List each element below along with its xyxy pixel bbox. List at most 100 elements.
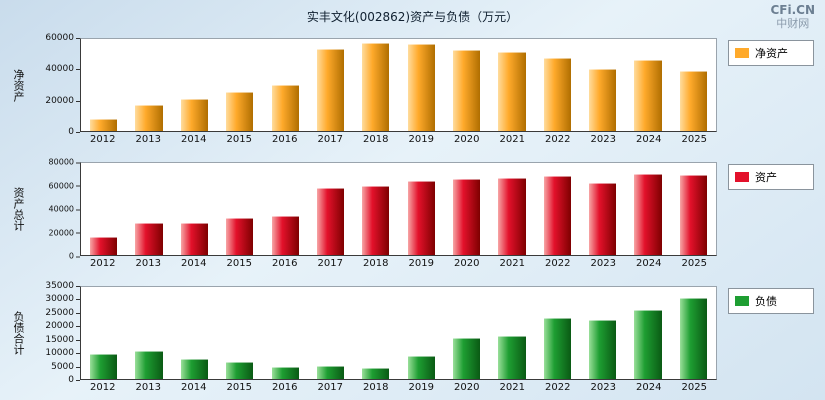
bar-slot bbox=[172, 287, 217, 379]
x-tick-label: 2024 bbox=[636, 382, 662, 393]
plot-area bbox=[80, 286, 717, 380]
bar-2023 bbox=[589, 183, 617, 255]
x-tick-label: 2022 bbox=[545, 134, 571, 145]
legend-column: 负债 bbox=[717, 286, 825, 314]
x-tick-label: 2023 bbox=[590, 258, 616, 269]
x-tick-label: 2025 bbox=[681, 258, 707, 269]
bar-slot bbox=[625, 287, 670, 379]
bar-slot bbox=[308, 287, 353, 379]
x-axis-labels: 2012 2013 2014 2015 2016 2017 2018 2019 2020 2021… bbox=[80, 256, 717, 272]
bar-2020 bbox=[452, 49, 481, 131]
x-tick-label: 2021 bbox=[499, 134, 525, 145]
bar-slot bbox=[625, 39, 670, 131]
x-tick-label: 2020 bbox=[454, 258, 480, 269]
bar-slot bbox=[81, 287, 126, 379]
bar-2017 bbox=[316, 187, 345, 255]
x-tick-label: 2016 bbox=[272, 382, 298, 393]
x-tick-label: 2014 bbox=[181, 382, 207, 393]
bar-2020 bbox=[452, 338, 481, 379]
bar-2024 bbox=[634, 60, 662, 131]
legend-column: 资产 bbox=[717, 162, 825, 190]
bar-2019 bbox=[407, 181, 435, 255]
bar-slot bbox=[535, 39, 580, 131]
x-tick-label: 2024 bbox=[636, 258, 662, 269]
x-tick-label: 2018 bbox=[363, 134, 389, 145]
bar-2015 bbox=[226, 218, 254, 255]
bar-slot bbox=[353, 287, 398, 379]
x-tick-label: 2015 bbox=[226, 258, 252, 269]
bar-2014 bbox=[180, 358, 208, 379]
y-tick-label: 20000 bbox=[48, 228, 81, 237]
bar-2013 bbox=[135, 351, 163, 379]
bar-slot bbox=[126, 287, 171, 379]
bar-slot bbox=[580, 163, 625, 255]
x-tick-label: 2013 bbox=[135, 258, 161, 269]
bar-slot bbox=[217, 287, 262, 379]
x-tick-label: 2021 bbox=[499, 258, 525, 269]
plot-wrap: 2012 2013 2014 2015 2016 2017 2018 2019 2020 2021… bbox=[80, 38, 717, 148]
bar-slot bbox=[308, 39, 353, 131]
x-tick-label: 2015 bbox=[226, 382, 252, 393]
y-tick-label: 40000 bbox=[48, 204, 81, 214]
x-tick-label: 2024 bbox=[636, 134, 662, 145]
bar-slot bbox=[580, 287, 625, 379]
bar-slot bbox=[489, 39, 534, 131]
y-tick-label: 25000 bbox=[45, 307, 80, 318]
legend: 负债 bbox=[728, 288, 814, 314]
x-tick-label: 2019 bbox=[408, 382, 434, 393]
x-tick-label: 2012 bbox=[90, 134, 116, 145]
x-tick-label: 2020 bbox=[454, 134, 480, 145]
chart-net-assets: 净资产 0 20000 40000 60000 2012 2013 2014 2015 201… bbox=[0, 33, 825, 158]
x-tick-label: 2017 bbox=[317, 258, 343, 269]
bar-slot bbox=[217, 163, 262, 255]
bar-2025 bbox=[679, 175, 707, 255]
bar-2023 bbox=[589, 320, 617, 379]
bar-2023 bbox=[589, 68, 617, 131]
watermark: CFi.CN 中财网 bbox=[770, 3, 815, 30]
bar-2013 bbox=[135, 104, 163, 131]
bar-slot bbox=[444, 39, 489, 131]
bar-slot bbox=[444, 163, 489, 255]
x-tick-label: 2012 bbox=[90, 382, 116, 393]
y-tick-label: 20000 bbox=[45, 321, 80, 332]
bar-2022 bbox=[543, 318, 571, 379]
x-tick-label: 2015 bbox=[226, 134, 252, 145]
y-tick-label: 0 bbox=[68, 375, 80, 385]
bar-slot bbox=[262, 163, 307, 255]
y-tick-label: 40000 bbox=[45, 64, 80, 75]
bar-2015 bbox=[226, 362, 254, 379]
chart-total-assets: 资产总计 0 20000 40000 60000 80000 2012 2013 2014 2… bbox=[0, 158, 825, 282]
watermark-name: 中财网 bbox=[776, 16, 810, 30]
bar-slot bbox=[262, 287, 307, 379]
y-axis-title: 资产总计 bbox=[12, 187, 25, 231]
x-tick-label: 2019 bbox=[408, 134, 434, 145]
plot-wrap: 2012 2013 2014 2015 2016 2017 2018 2019 2020 2021… bbox=[80, 286, 717, 396]
bar-2025 bbox=[679, 70, 707, 131]
legend-label: 资产 bbox=[755, 171, 777, 184]
plot-area bbox=[80, 162, 717, 256]
bar-2012 bbox=[90, 354, 118, 379]
x-tick-label: 2016 bbox=[272, 258, 298, 269]
x-tick-label: 2013 bbox=[135, 134, 161, 145]
bar-slot bbox=[489, 287, 534, 379]
x-tick-label: 2017 bbox=[317, 382, 343, 393]
x-tick-label: 2025 bbox=[681, 382, 707, 393]
bar-2013 bbox=[135, 223, 163, 255]
bar-slot bbox=[535, 163, 580, 255]
x-tick-label: 2018 bbox=[363, 382, 389, 393]
bar-slot bbox=[172, 163, 217, 255]
bar-2024 bbox=[634, 174, 662, 255]
legend: 净资产 bbox=[728, 40, 814, 66]
bar-slot bbox=[126, 163, 171, 255]
bar-slot bbox=[353, 39, 398, 131]
bar-slot bbox=[126, 39, 171, 131]
bar-slot bbox=[444, 287, 489, 379]
x-tick-label: 2021 bbox=[499, 382, 525, 393]
bar-2019 bbox=[407, 43, 435, 131]
bar-2016 bbox=[271, 367, 299, 379]
bar-slot bbox=[308, 163, 353, 255]
x-tick-label: 2022 bbox=[545, 382, 571, 393]
y-tick-label: 10000 bbox=[45, 348, 80, 359]
x-tick-label: 2017 bbox=[317, 134, 343, 145]
